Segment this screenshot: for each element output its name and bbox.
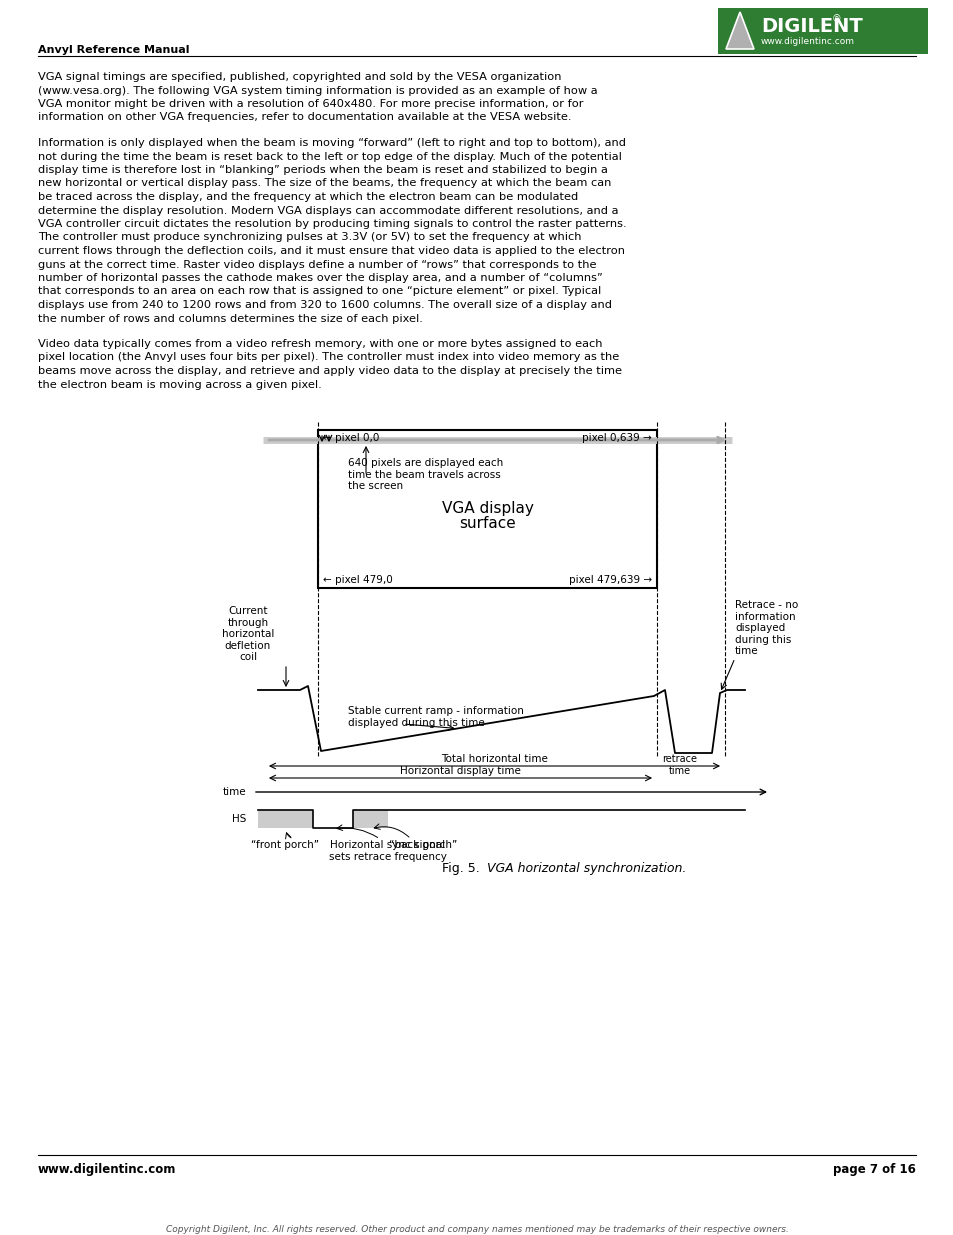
Text: surface: surface (458, 516, 516, 531)
Text: VGA monitor might be driven with a resolution of 640x480. For more precise infor: VGA monitor might be driven with a resol… (38, 99, 583, 109)
Text: not during the time the beam is reset back to the left or top edge of the displa: not during the time the beam is reset ba… (38, 152, 621, 162)
Text: guns at the correct time. Raster video displays define a number of “rows” that c: guns at the correct time. Raster video d… (38, 259, 596, 269)
Text: www.digilentinc.com: www.digilentinc.com (38, 1163, 176, 1176)
Text: information on other VGA frequencies, refer to documentation available at the VE: information on other VGA frequencies, re… (38, 112, 571, 122)
Text: “back porch”: “back porch” (389, 840, 456, 850)
Text: VGA signal timings are specified, published, copyrighted and sold by the VESA or: VGA signal timings are specified, publis… (38, 72, 561, 82)
Text: retrace
time: retrace time (661, 755, 697, 776)
Text: The controller must produce synchronizing pulses at 3.3V (or 5V) to set the freq: The controller must produce synchronizin… (38, 232, 581, 242)
Text: pixel 0,639 →: pixel 0,639 → (581, 433, 651, 443)
Text: pixel location (the Anvyl uses four bits per pixel). The controller must index i: pixel location (the Anvyl uses four bits… (38, 352, 618, 363)
Text: Anvyl Reference Manual: Anvyl Reference Manual (38, 44, 190, 56)
Text: be traced across the display, and the frequency at which the electron beam can b: be traced across the display, and the fr… (38, 191, 578, 203)
Text: Horizontal display time: Horizontal display time (399, 766, 520, 776)
Polygon shape (725, 12, 753, 49)
Text: Information is only displayed when the beam is moving “forward” (left to right a: Information is only displayed when the b… (38, 138, 625, 148)
Text: beams move across the display, and retrieve and apply video data to the display : beams move across the display, and retri… (38, 366, 621, 375)
Text: (www.vesa.org). The following VGA system timing information is provided as an ex: (www.vesa.org). The following VGA system… (38, 85, 597, 95)
Text: the electron beam is moving across a given pixel.: the electron beam is moving across a giv… (38, 379, 321, 389)
Text: HS: HS (232, 814, 246, 824)
Text: page 7 of 16: page 7 of 16 (832, 1163, 915, 1176)
Text: VGA display: VGA display (441, 501, 533, 516)
Text: DIGILENT: DIGILENT (760, 17, 862, 37)
Text: ← pixel 479,0: ← pixel 479,0 (323, 576, 393, 585)
Text: Current
through
horizontal
defletion
coil: Current through horizontal defletion coi… (222, 606, 274, 662)
Text: displays use from 240 to 1200 rows and from 320 to 1600 columns. The overall siz: displays use from 240 to 1200 rows and f… (38, 300, 612, 310)
Text: VGA controller circuit dictates the resolution by producing timing signals to co: VGA controller circuit dictates the reso… (38, 219, 626, 228)
Text: display time is therefore lost in “blanking” periods when the beam is reset and : display time is therefore lost in “blank… (38, 165, 607, 175)
Bar (317, 430, 657, 588)
Text: Fig. 5.: Fig. 5. (441, 862, 487, 876)
Text: Total horizontal time: Total horizontal time (440, 755, 547, 764)
Text: “front porch”: “front porch” (252, 840, 319, 850)
Text: www.digilentinc.com: www.digilentinc.com (760, 37, 854, 47)
Text: time: time (222, 787, 246, 797)
Text: Retrace - no
information
displayed
during this
time: Retrace - no information displayed durin… (734, 600, 798, 656)
Text: Stable current ramp - information
displayed during this time: Stable current ramp - information displa… (348, 706, 523, 727)
Text: current flows through the deflection coils, and it must ensure that video data i: current flows through the deflection coi… (38, 246, 624, 256)
Text: number of horizontal passes the cathode makes over the display area, and a numbe: number of horizontal passes the cathode … (38, 273, 602, 283)
Text: Copyright Digilent, Inc. All rights reserved. Other product and company names me: Copyright Digilent, Inc. All rights rese… (166, 1225, 787, 1234)
Text: VGA horizontal synchronization.: VGA horizontal synchronization. (487, 862, 686, 876)
Text: ← pixel 0,0: ← pixel 0,0 (323, 433, 379, 443)
Bar (353, 810, 388, 827)
Text: 640 pixels are displayed each
time the beam travels across
the screen: 640 pixels are displayed each time the b… (348, 458, 503, 492)
Text: the number of rows and columns determines the size of each pixel.: the number of rows and columns determine… (38, 314, 422, 324)
Bar (257, 810, 313, 827)
Text: determine the display resolution. Modern VGA displays can accommodate different : determine the display resolution. Modern… (38, 205, 618, 215)
Text: Horizontal sync signal
sets retrace frequency: Horizontal sync signal sets retrace freq… (329, 840, 446, 862)
Text: ®: ® (831, 14, 841, 23)
Text: pixel 479,639 →: pixel 479,639 → (568, 576, 651, 585)
Text: Video data typically comes from a video refresh memory, with one or more bytes a: Video data typically comes from a video … (38, 338, 602, 350)
Text: that corresponds to an area on each row that is assigned to one “picture element: that corresponds to an area on each row … (38, 287, 600, 296)
Bar (718, 7, 927, 54)
Text: new horizontal or vertical display pass. The size of the beams, the frequency at: new horizontal or vertical display pass.… (38, 179, 611, 189)
